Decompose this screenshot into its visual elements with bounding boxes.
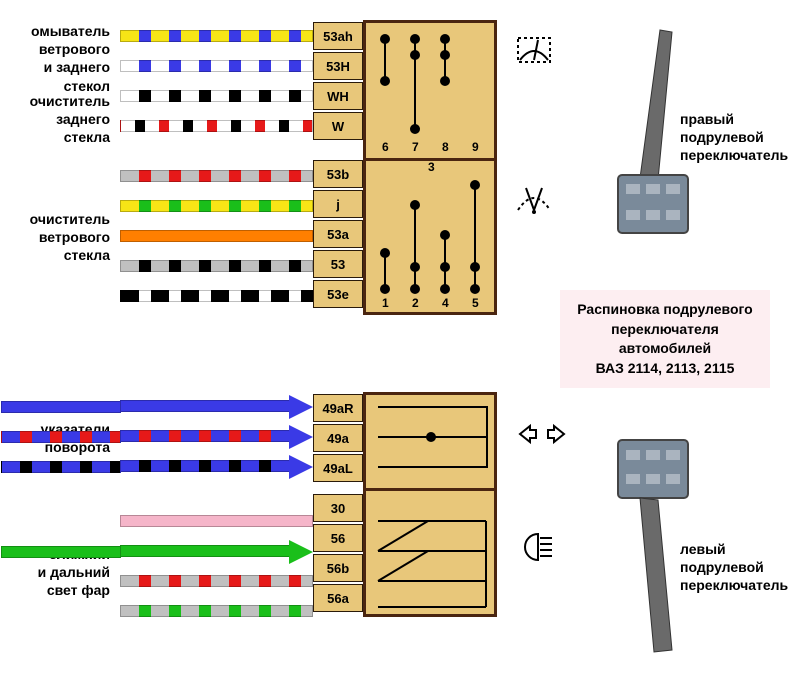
tick-3: 3 xyxy=(428,160,435,174)
wire-6 xyxy=(120,230,313,242)
wire-tail xyxy=(1,401,121,413)
tick-6: 6 xyxy=(382,140,389,154)
pin-left-56: 56 xyxy=(313,524,363,552)
wire-11 xyxy=(120,460,290,472)
wire-4 xyxy=(120,170,313,182)
wire-7 xyxy=(120,260,313,272)
sw-dot xyxy=(380,284,390,294)
wire-arrow xyxy=(289,395,313,419)
sw-dot xyxy=(440,50,450,60)
wire-1 xyxy=(120,60,313,72)
pin-left-56a: 56a xyxy=(313,584,363,612)
left-switch-divider xyxy=(365,488,495,491)
pin-right-53e: 53e xyxy=(313,280,363,308)
sw-line xyxy=(486,406,488,468)
wire-2 xyxy=(120,90,313,102)
pin-left-49aR: 49aR xyxy=(313,394,363,422)
sw-dot xyxy=(410,262,420,272)
tick-4: 4 xyxy=(442,296,449,310)
pin-left-49a: 49a xyxy=(313,424,363,452)
front-wiper-icon xyxy=(510,178,560,227)
pin-right-53H: 53H xyxy=(313,52,363,80)
sw-dot xyxy=(380,76,390,86)
tick-2: 2 xyxy=(412,296,419,310)
wire-arrow xyxy=(289,455,313,479)
beam-switch-svg xyxy=(368,495,494,613)
sw-dot xyxy=(410,50,420,60)
pin-left-49aL: 49aL xyxy=(313,454,363,482)
wire-3 xyxy=(120,120,313,132)
sw-line xyxy=(474,186,476,290)
pin-right-j: j xyxy=(313,190,363,218)
wire-tail xyxy=(1,461,121,473)
tick-1: 1 xyxy=(382,296,389,310)
sw-dot xyxy=(440,262,450,272)
sw-dot xyxy=(426,432,436,442)
pin-right-53: 53 xyxy=(313,250,363,278)
wire-13 xyxy=(120,545,290,557)
diagram-canvas: омыватель ветрового и заднего стекол очи… xyxy=(0,0,797,690)
wire-5 xyxy=(120,200,313,212)
pin-right-53ah: 53ah xyxy=(313,22,363,50)
info-box: Распиновка подрулевого переключателя авт… xyxy=(560,290,770,388)
pin-right-W: W xyxy=(313,112,363,140)
sw-line xyxy=(378,466,488,468)
sw-dot xyxy=(410,284,420,294)
wire-arrow xyxy=(289,540,313,564)
pin-right-53a: 53a xyxy=(313,220,363,248)
tick-5: 5 xyxy=(472,296,479,310)
wire-tail xyxy=(1,546,121,558)
wire-12 xyxy=(120,515,313,527)
wire-8 xyxy=(120,290,313,302)
sw-line xyxy=(414,206,416,290)
sw-dot xyxy=(470,284,480,294)
tick-7: 7 xyxy=(412,140,419,154)
left-lever-label: левый подрулевой переключатель xyxy=(680,540,788,595)
pin-right-53b: 53b xyxy=(313,160,363,188)
wire-0 xyxy=(120,30,313,42)
wire-14 xyxy=(120,575,313,587)
pin-left-30: 30 xyxy=(313,494,363,522)
label-rear-wiper: очиститель заднего стекла xyxy=(0,92,110,147)
tick-8: 8 xyxy=(442,140,449,154)
headlight-icon xyxy=(510,530,556,569)
turn-arrows-icon xyxy=(506,420,566,455)
sw-dot xyxy=(440,76,450,86)
rear-wiper-icon xyxy=(510,28,560,77)
right-lever-label: правый подрулевой переключатель xyxy=(680,110,788,165)
sw-line xyxy=(378,406,488,408)
sw-dot xyxy=(410,124,420,134)
wire-tail xyxy=(1,431,121,443)
wire-9 xyxy=(120,400,290,412)
sw-dot xyxy=(470,262,480,272)
label-front-wiper: очиститель ветрового стекла xyxy=(0,210,110,265)
label-washer: омыватель ветрового и заднего стекол xyxy=(0,22,110,95)
wire-10 xyxy=(120,430,290,442)
sw-dot xyxy=(440,284,450,294)
wire-15 xyxy=(120,605,313,617)
pin-right-WH: WH xyxy=(313,82,363,110)
tick-9: 9 xyxy=(472,140,479,154)
pin-left-56b: 56b xyxy=(313,554,363,582)
wire-arrow xyxy=(289,425,313,449)
